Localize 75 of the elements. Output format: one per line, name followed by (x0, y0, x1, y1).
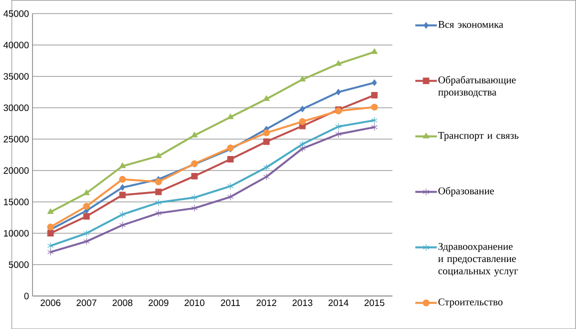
point (47, 248, 54, 256)
point (47, 230, 54, 236)
point (299, 76, 306, 82)
x-tick-label: 2014 (328, 299, 348, 306)
point (263, 138, 270, 145)
y-tick-label: 10000 (4, 230, 29, 236)
y-tick-label: 40000 (3, 42, 29, 48)
point (227, 113, 234, 119)
point (155, 198, 162, 206)
point (83, 212, 90, 220)
y-tick-label: 0 (24, 292, 29, 300)
legend-label: Транспорт и связь (438, 132, 518, 141)
point (47, 223, 54, 230)
point (371, 116, 378, 124)
point (119, 176, 126, 183)
x-tick-label: 2012 (256, 299, 276, 306)
x-tick-label: 2009 (148, 299, 168, 306)
x-tick-label: 2007 (76, 299, 96, 306)
legend-label: Строительство (438, 298, 502, 308)
point (335, 60, 342, 66)
legend-label: Здравоохранение и предоставление социальных услуг (438, 242, 518, 276)
point (371, 123, 378, 131)
point (119, 162, 126, 168)
point (299, 140, 306, 148)
y-tick-label: 45000 (3, 10, 29, 17)
x-tick-label: 2008 (112, 299, 132, 306)
point (191, 132, 198, 138)
point (263, 129, 270, 136)
y-tick-label: 30000 (4, 104, 29, 111)
y-tick-label: 25000 (4, 136, 29, 142)
y-tick-label: 35000 (4, 72, 29, 80)
point (83, 202, 90, 210)
point (227, 182, 234, 190)
point (155, 178, 162, 186)
point (120, 184, 125, 191)
point (191, 172, 198, 180)
point (155, 209, 162, 217)
x-tick-label: 2013 (292, 299, 312, 306)
x-tick-label: 2010 (184, 299, 204, 306)
point (299, 144, 306, 152)
y-tick-label: 15000 (4, 198, 29, 206)
x-tick-label: 2015 (364, 299, 384, 306)
x-tick-label: 2006 (40, 299, 60, 306)
point (227, 193, 234, 200)
point (263, 173, 270, 180)
point (83, 189, 90, 195)
point (227, 156, 234, 162)
point (119, 221, 126, 229)
point (300, 106, 305, 112)
point (83, 230, 90, 237)
point (335, 130, 342, 138)
point (83, 238, 90, 245)
point (155, 188, 162, 195)
legend-label: Вся экономика (438, 20, 504, 28)
point (263, 164, 270, 171)
point (371, 92, 378, 98)
y-tick-label: 5000 (8, 261, 29, 268)
point (47, 242, 54, 250)
legend-label: Образование (438, 186, 494, 196)
point (371, 48, 378, 54)
point (119, 192, 126, 198)
point (191, 204, 198, 212)
point (263, 95, 270, 101)
point (335, 122, 342, 130)
legend-label: Обрабатывающие производства (438, 76, 516, 98)
point (119, 210, 126, 218)
point (336, 88, 341, 96)
point (191, 194, 198, 201)
point (372, 79, 377, 86)
point (47, 208, 54, 214)
point (155, 152, 162, 158)
point (299, 118, 306, 125)
x-tick-label: 2011 (220, 299, 240, 306)
y-tick-label: 20000 (4, 167, 29, 174)
point (370, 104, 378, 110)
